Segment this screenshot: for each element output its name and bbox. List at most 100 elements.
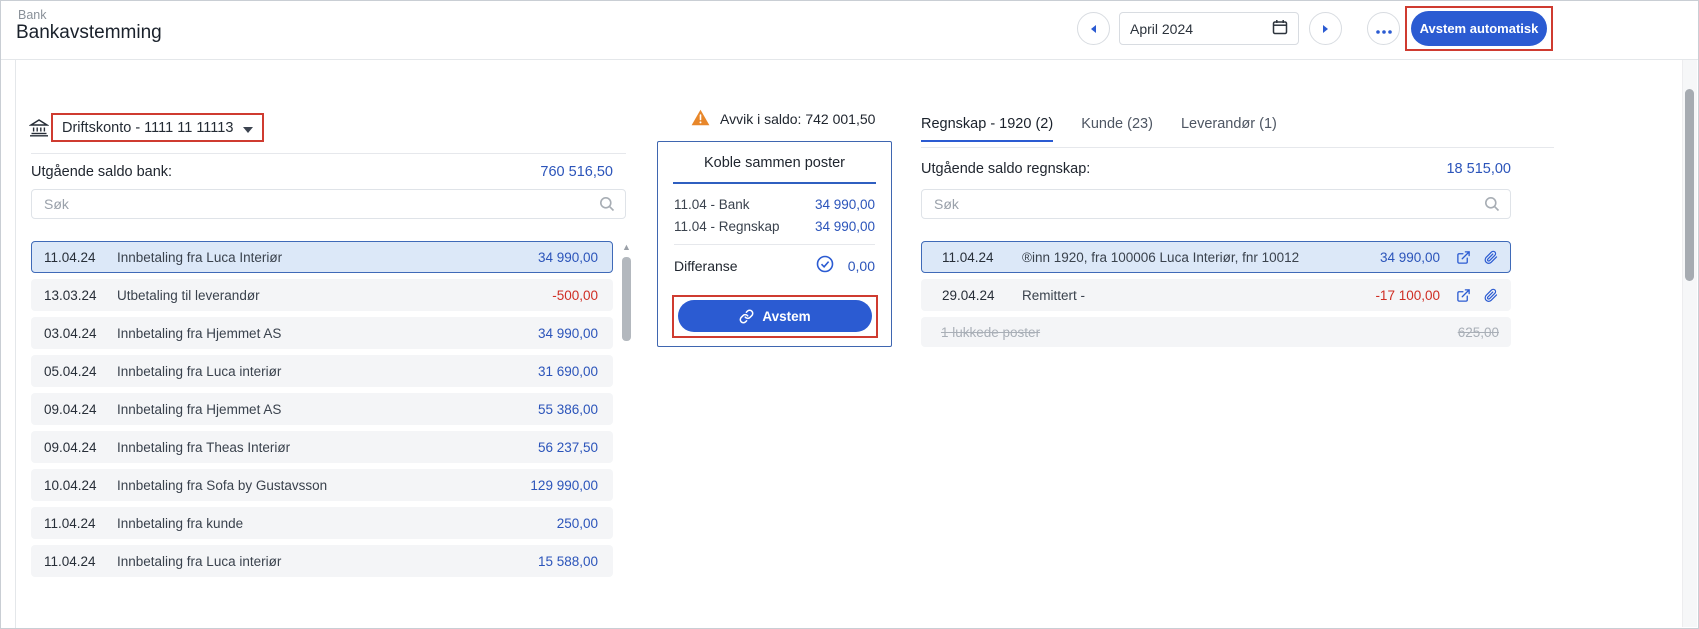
more-options-button[interactable] <box>1367 12 1400 45</box>
match-lines: 11.04 - Bank 34 990,00 11.04 - Regnskap … <box>674 197 875 234</box>
transaction-description: Utbetaling til leverandør <box>117 287 260 303</box>
bank-transaction-row[interactable]: 13.03.24 Utbetaling til leverandør -500,… <box>31 279 613 311</box>
transaction-date: 11.04.24 <box>44 553 96 569</box>
bank-transaction-row[interactable]: 09.04.24 Innbetaling fra Theas Interiør … <box>31 431 613 463</box>
entry-amount: 34 990,00 <box>1379 249 1440 265</box>
transaction-description: Innbetaling fra Luca Interiør <box>117 249 283 265</box>
month-picker-value: April 2024 <box>1130 20 1194 37</box>
breadcrumb[interactable]: Bank <box>18 8 47 22</box>
transaction-description: Innbetaling fra Sofa by Gustavsson <box>117 477 328 493</box>
match-divider <box>674 244 875 245</box>
transaction-date: 11.04.24 <box>44 515 96 531</box>
transaction-date: 03.04.24 <box>44 325 97 341</box>
reconcile-button[interactable]: Avstem <box>678 300 872 332</box>
difference-value: 0,00 <box>847 257 875 274</box>
external-link-icon[interactable] <box>1456 288 1471 303</box>
bank-balance-value: 760 516,50 <box>540 164 613 180</box>
match-line-value: 34 990,00 <box>814 219 875 234</box>
ledger-balance-label: Utgående saldo regnskap: <box>921 161 1091 177</box>
chevron-down-icon <box>243 120 254 136</box>
transaction-amount: 34 990,00 <box>537 249 598 265</box>
ledger-entry-row[interactable]: 29.04.24 Remittert - -17 100,00 <box>921 279 1511 311</box>
bank-transaction-row[interactable]: 05.04.24 Innbetaling fra Luca interiør 3… <box>31 355 613 387</box>
previous-month-button[interactable] <box>1077 12 1110 45</box>
bank-list-scrollbar-thumb[interactable] <box>622 257 631 341</box>
ledger-tab-regnskap-1920-2[interactable]: Regnskap - 1920 (2) <box>921 116 1054 142</box>
transaction-amount: 55 386,00 <box>537 401 598 417</box>
bank-search-field[interactable] <box>31 189 626 219</box>
ledger-search-input[interactable] <box>922 196 1484 212</box>
entry-date: 11.04.24 <box>942 249 994 265</box>
reconcile-button-label: Avstem <box>762 308 811 324</box>
transaction-date: 09.04.24 <box>44 439 97 455</box>
match-line-label: 11.04 - Bank <box>674 197 750 212</box>
ledger-balance-value: 18 515,00 <box>1446 161 1511 177</box>
bank-panel-divider <box>31 153 626 154</box>
page-scrollbar-thumb[interactable] <box>1685 89 1694 281</box>
bank-balance-label: Utgående saldo bank: <box>31 164 173 180</box>
bank-transaction-row[interactable]: 03.04.24 Innbetaling fra Hjemmet AS 34 9… <box>31 317 613 349</box>
transaction-date: 10.04.24 <box>44 477 97 493</box>
match-line: 11.04 - Regnskap 34 990,00 <box>674 219 875 234</box>
closed-posts-label: 1 lukkede poster <box>941 324 1041 340</box>
transaction-description: Innbetaling fra Theas Interiør <box>117 439 291 455</box>
entry-date: 29.04.24 <box>942 287 995 303</box>
list-scroll-up-arrow[interactable]: ▲ <box>622 242 631 252</box>
transaction-description: Innbetaling fra kunde <box>117 515 244 531</box>
match-line-value: 34 990,00 <box>814 197 875 212</box>
chevron-left-icon <box>1089 21 1098 37</box>
warning-triangle-icon <box>691 109 710 129</box>
transaction-description: Innbetaling fra Luca interiør <box>117 553 282 569</box>
transaction-date: 09.04.24 <box>44 401 97 417</box>
external-link-icon[interactable] <box>1456 250 1471 265</box>
month-picker[interactable]: April 2024 <box>1119 12 1299 45</box>
ledger-tab-leverand-r-1[interactable]: Leverandør (1) <box>1180 116 1277 132</box>
transaction-amount: 15 588,00 <box>537 553 598 569</box>
difference-row: Differanse 0,00 <box>674 255 875 276</box>
closed-posts-amount: 625,00 <box>1457 324 1499 340</box>
transaction-date: 11.04.24 <box>44 249 96 265</box>
attachment-paperclip-icon[interactable] <box>1484 250 1498 265</box>
ledger-search-field[interactable] <box>921 189 1511 219</box>
transaction-amount: 250,00 <box>556 515 598 531</box>
account-selector[interactable]: Driftskonto - 1111 11 11113 <box>51 113 265 142</box>
header-divider <box>1 59 1698 60</box>
transaction-amount: 129 990,00 <box>530 477 598 493</box>
entry-description: ®inn 1920, fra 100006 Luca Interiør, fnr… <box>1022 249 1300 265</box>
bank-transaction-list: 11.04.24 Innbetaling fra Luca Interiør 3… <box>31 241 613 577</box>
bank-transaction-row[interactable]: 09.04.24 Innbetaling fra Hjemmet AS 55 3… <box>31 393 613 425</box>
chevron-right-icon <box>1321 21 1330 37</box>
ledger-entry-row[interactable]: 11.04.24 ®inn 1920, fra 100006 Luca Inte… <box>921 241 1511 273</box>
bank-transaction-row[interactable]: 11.04.24 Innbetaling fra Luca interiør 1… <box>31 545 613 577</box>
content-left-border <box>15 59 16 628</box>
transaction-date: 13.03.24 <box>44 287 97 303</box>
next-month-button[interactable] <box>1309 12 1342 45</box>
ledger-tab-kunde-23[interactable]: Kunde (23) <box>1081 116 1153 132</box>
search-icon <box>1485 197 1500 212</box>
entry-amount: -17 100,00 <box>1375 287 1440 303</box>
account-selector-label: Driftskonto - 1111 11 11113 <box>62 119 234 136</box>
match-line-label: 11.04 - Regnskap <box>674 219 780 234</box>
transaction-amount: 56 237,50 <box>537 439 598 455</box>
closed-posts-row[interactable]: 1 lukkede poster 625,00 <box>921 317 1511 347</box>
annotation-highlight-reconcile <box>672 295 878 338</box>
calendar-icon <box>1272 19 1288 38</box>
transaction-description: Innbetaling fra Hjemmet AS <box>117 325 282 341</box>
link-icon <box>739 309 754 324</box>
bank-search-input[interactable] <box>32 196 599 212</box>
transaction-amount: -500,00 <box>552 287 598 303</box>
ledger-tabs: Regnskap - 1920 (2) Kunde (23) Leverandø… <box>921 116 1277 142</box>
attachment-paperclip-icon[interactable] <box>1484 288 1498 303</box>
transaction-description: Innbetaling fra Hjemmet AS <box>117 401 282 417</box>
bank-transaction-row[interactable]: 11.04.24 Innbetaling fra Luca Interiør 3… <box>31 241 613 273</box>
bank-icon <box>28 118 50 140</box>
bank-transaction-row[interactable]: 11.04.24 Innbetaling fra kunde 250,00 <box>31 507 613 539</box>
auto-reconcile-button[interactable]: Avstem automatisk <box>1411 11 1547 46</box>
check-circle-icon <box>816 255 834 276</box>
bank-transaction-row[interactable]: 10.04.24 Innbetaling fra Sofa by Gustavs… <box>31 469 613 501</box>
match-box-title: Koble sammen poster <box>703 155 846 171</box>
page-title: Bankavstemming <box>16 22 162 43</box>
ledger-panel-divider <box>921 147 1554 148</box>
match-line: 11.04 - Bank 34 990,00 <box>674 197 875 212</box>
